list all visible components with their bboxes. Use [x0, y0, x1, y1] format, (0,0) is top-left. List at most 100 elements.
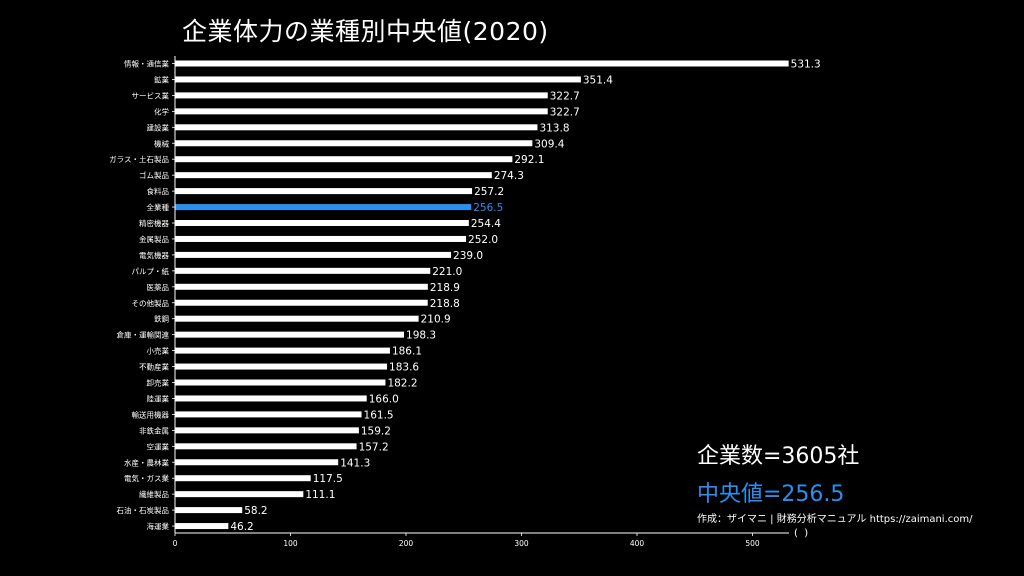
value-label: 322.7 [550, 90, 580, 102]
value-label: 159.2 [361, 425, 391, 437]
bar [175, 235, 467, 242]
x-tick-label: 500 [745, 539, 760, 548]
y-tick-label: 食料品 [147, 186, 170, 196]
bar [175, 140, 533, 147]
bar [175, 283, 428, 290]
x-tick-label: 100 [283, 539, 298, 548]
value-label: 46.2 [230, 521, 253, 533]
bar [175, 204, 472, 211]
bar [175, 491, 304, 498]
y-tick-label: 繊維製品 [139, 489, 169, 499]
bar [175, 108, 548, 115]
credit-text: 作成：ザイマニ | 財務分析マニュアル https://zaimani.com/ [697, 514, 973, 525]
value-label: 198.3 [406, 330, 436, 342]
y-tick-label: 水産・農林業 [124, 457, 169, 467]
value-label: 218.9 [430, 282, 460, 294]
value-label: 531.3 [791, 59, 821, 71]
value-label: 141.3 [340, 457, 370, 469]
value-label: 252.0 [468, 234, 498, 246]
x-tick-label: 300 [514, 539, 529, 548]
bar [175, 315, 419, 322]
company-count-label: 企業数=3605社 [697, 444, 860, 469]
y-tick-label: 空運業 [147, 441, 170, 451]
y-tick-label: 化学 [154, 106, 169, 116]
value-label: 186.1 [392, 346, 422, 358]
bar [175, 475, 311, 482]
value-label: 182.2 [387, 378, 417, 390]
y-tick-label: 鉱業 [154, 74, 169, 84]
y-tick-label: サービス業 [132, 90, 170, 100]
value-labels: 531.3351.4322.7322.7313.8309.4292.1274.3… [230, 59, 820, 534]
x-tick-label: 0 [173, 539, 178, 548]
value-label: 166.0 [369, 393, 399, 405]
y-tick-label: ガラス・土石製品 [109, 154, 169, 164]
value-label: 210.9 [421, 314, 451, 326]
bar [175, 251, 452, 258]
bar [175, 331, 405, 338]
value-label: 313.8 [539, 122, 569, 134]
value-label: 117.5 [313, 473, 343, 485]
value-label: 239.0 [453, 250, 483, 262]
y-tick-label: 医薬品 [147, 282, 170, 292]
y-tick-label: 建設業 [147, 122, 170, 132]
bar [175, 427, 359, 434]
x-tick-label: 400 [630, 539, 645, 548]
y-tick-label: 機械 [154, 138, 169, 148]
y-tick-label: 電気・ガス業 [124, 473, 169, 483]
y-tick-labels: 情報・通信業鉱業サービス業化学建設業機械ガラス・土石製品ゴム製品食料品全業種精密… [109, 59, 169, 532]
y-tick-label: ゴム製品 [139, 170, 169, 180]
value-label: 111.1 [305, 489, 335, 501]
value-label: 274.3 [494, 170, 524, 182]
y-tick-label: 情報・通信業 [124, 59, 169, 69]
y-tick-label: 小売業 [147, 346, 170, 356]
y-tick-label: 不動産業 [139, 362, 169, 372]
value-label: 58.2 [244, 505, 267, 517]
y-tick-label: 倉庫・運輸関連 [117, 330, 170, 340]
bar [175, 156, 513, 163]
y-tick-label: パルプ・紙 [132, 266, 170, 276]
value-label: 157.2 [359, 441, 389, 453]
value-label: 309.4 [534, 138, 564, 150]
value-label: 254.4 [471, 218, 501, 230]
bar [175, 363, 388, 370]
bars [175, 60, 789, 530]
bar [175, 395, 367, 402]
bar [175, 267, 431, 274]
bar [175, 76, 581, 83]
bar [175, 411, 362, 418]
bar [175, 379, 386, 386]
y-tick-label: 輸送用機器 [132, 409, 170, 419]
bar [175, 188, 473, 195]
value-label: 218.8 [430, 298, 460, 310]
axes: 0 100 200 300 400 500 [172, 56, 789, 548]
median-label: 中央値=256.5 [697, 482, 845, 507]
y-tick-label: 電気機器 [139, 250, 169, 260]
y-tick-label: 海運業 [147, 521, 170, 531]
y-tick-label: 非鉄金属 [139, 425, 169, 435]
y-tick-label: 鉄鋼 [154, 314, 169, 324]
bar [175, 347, 390, 354]
y-tick-label: 精密機器 [139, 218, 169, 228]
value-label: 256.5 [473, 202, 503, 214]
credit-text-2: ( ) [794, 528, 809, 539]
value-label: 351.4 [583, 74, 613, 86]
chart-title: 企業体力の業種別中央値(2020) [182, 17, 549, 46]
y-tick-label: 卸売業 [147, 378, 170, 388]
value-label: 257.2 [474, 186, 504, 198]
y-tick-label: その他製品 [132, 298, 170, 308]
value-label: 221.0 [432, 266, 462, 278]
value-label: 322.7 [550, 106, 580, 118]
y-tick-label: 全業種 [147, 202, 170, 212]
bar [175, 299, 428, 306]
bar [175, 92, 548, 99]
x-tick-label: 200 [399, 539, 414, 548]
y-tick-label: 陸運業 [147, 393, 170, 403]
bar [175, 507, 243, 514]
bar [175, 124, 538, 131]
bar [175, 523, 229, 530]
bar [175, 443, 357, 450]
value-label: 183.6 [389, 362, 419, 374]
value-label: 161.5 [364, 409, 394, 421]
y-tick-label: 石油・石炭製品 [117, 505, 170, 515]
